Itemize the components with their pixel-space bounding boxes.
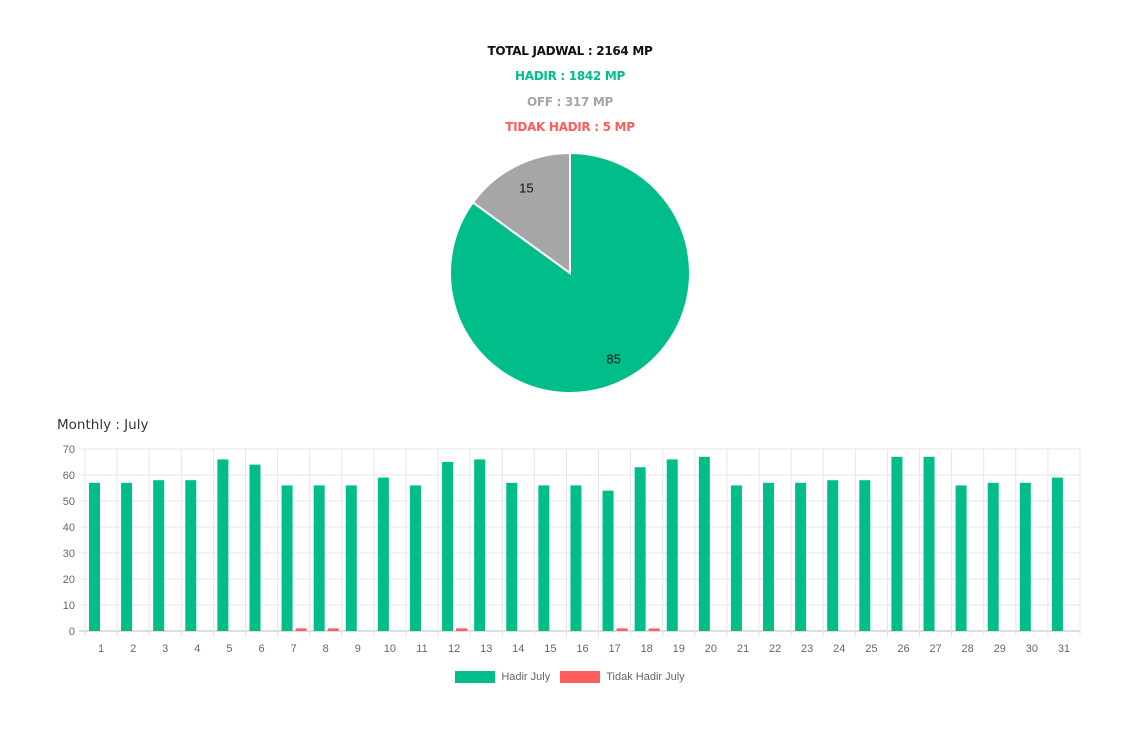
present-count-label: HADIR : 1842 MP [515, 69, 625, 83]
bar-hadir[interactable] [121, 482, 133, 631]
x-tick-label: 1 [98, 643, 104, 655]
x-tick-label: 20 [705, 643, 717, 655]
y-tick-label: 0 [69, 626, 75, 638]
attendance-pie-chart: 85 15 [449, 151, 691, 394]
bar-hadir[interactable] [634, 467, 646, 631]
bar-hadir[interactable] [313, 485, 325, 631]
x-tick-label: 8 [323, 643, 329, 655]
x-tick-label: 31 [1058, 643, 1070, 655]
bar-hadir[interactable] [987, 482, 999, 631]
bar-hadir[interactable] [666, 459, 678, 631]
bar-hadir[interactable] [827, 480, 839, 631]
legend-item-tidak-hadir[interactable]: Tidak Hadir July [560, 671, 685, 683]
bar-hadir[interactable] [891, 456, 903, 631]
bar-hadir[interactable] [249, 464, 261, 631]
legend-label-hadir: Hadir July [501, 671, 551, 683]
bar-hadir[interactable] [185, 480, 197, 631]
monthly-title: Monthly : July [57, 417, 149, 433]
x-tick-label: 9 [355, 643, 361, 655]
x-tick-label: 18 [641, 643, 653, 655]
bar-hadir[interactable] [506, 482, 518, 631]
bar-hadir[interactable] [570, 485, 582, 631]
legend-swatch-tidak-hadir [560, 671, 601, 683]
total-schedule-label: TOTAL JADWAL : 2164 MP [487, 44, 653, 58]
bar-tidak-hadir[interactable] [648, 628, 660, 631]
x-tick-label: 27 [929, 643, 941, 655]
bar-hadir[interactable] [923, 456, 935, 631]
x-tick-label: 3 [162, 643, 168, 655]
bar-tidak-hadir[interactable] [456, 628, 468, 631]
bar-chart-legend: Hadir July Tidak Hadir July [0, 671, 1140, 683]
legend-label-tidak-hadir: Tidak Hadir July [606, 671, 685, 683]
y-tick-label: 60 [63, 470, 75, 482]
bar-tidak-hadir[interactable] [295, 628, 307, 631]
pie-slice-hadir-value-label: 85 [606, 352, 620, 367]
x-tick-label: 2 [130, 643, 136, 655]
x-tick-label: 13 [480, 643, 492, 655]
y-tick-label: 10 [63, 600, 75, 612]
x-tick-label: 17 [608, 643, 620, 655]
x-tick-label: 4 [194, 643, 200, 655]
x-tick-label: 24 [833, 643, 845, 655]
bar-hadir[interactable] [859, 480, 871, 631]
y-tick-label: 30 [63, 548, 75, 560]
absent-count-label: TIDAK HADIR : 5 MP [505, 120, 635, 134]
bar-hadir[interactable] [281, 485, 293, 631]
bar-hadir[interactable] [1019, 482, 1031, 631]
bar-hadir[interactable] [153, 480, 165, 631]
bar-hadir[interactable] [377, 477, 389, 631]
x-tick-label: 28 [962, 643, 974, 655]
bar-hadir[interactable] [1051, 477, 1063, 631]
x-tick-label: 19 [673, 643, 685, 655]
bar-tidak-hadir[interactable] [327, 628, 339, 631]
x-tick-label: 6 [258, 643, 264, 655]
legend-swatch-hadir [455, 671, 496, 683]
y-tick-label: 50 [63, 496, 75, 508]
bar-hadir[interactable] [698, 456, 710, 631]
x-tick-label: 21 [737, 643, 749, 655]
pie-slice-off-value-label: 15 [519, 180, 533, 195]
x-tick-label: 30 [1026, 643, 1038, 655]
x-tick-label: 10 [384, 643, 396, 655]
bar-hadir[interactable] [345, 485, 357, 631]
bar-hadir[interactable] [409, 485, 421, 631]
x-tick-label: 7 [291, 643, 297, 655]
bar-hadir[interactable] [763, 482, 775, 631]
bar-hadir[interactable] [730, 485, 742, 631]
x-tick-label: 16 [576, 643, 588, 655]
bar-hadir[interactable] [474, 459, 486, 631]
off-count-label: OFF : 317 MP [526, 95, 614, 109]
x-tick-label: 29 [994, 643, 1006, 655]
y-tick-label: 40 [63, 522, 75, 534]
pie-slice-off[interactable] [471, 151, 571, 275]
bar-hadir[interactable] [217, 459, 229, 631]
legend-item-hadir[interactable]: Hadir July [455, 671, 550, 683]
bar-hadir[interactable] [538, 485, 550, 631]
bar-hadir[interactable] [442, 462, 454, 631]
x-tick-label: 5 [226, 643, 232, 655]
x-tick-label: 25 [865, 643, 877, 655]
x-tick-label: 26 [897, 643, 909, 655]
x-tick-label: 15 [544, 643, 556, 655]
bar-hadir[interactable] [795, 482, 807, 631]
x-tick-label: 12 [448, 643, 460, 655]
bar-hadir[interactable] [602, 490, 614, 631]
bar-tidak-hadir[interactable] [616, 628, 628, 631]
bar-hadir[interactable] [955, 485, 967, 631]
x-tick-label: 22 [769, 643, 781, 655]
y-tick-label: 20 [63, 574, 75, 586]
x-tick-label: 23 [801, 643, 813, 655]
x-tick-label: 14 [512, 643, 524, 655]
bar-hadir[interactable] [89, 482, 100, 631]
x-tick-label: 11 [416, 643, 427, 655]
y-tick-label: 70 [63, 444, 75, 456]
